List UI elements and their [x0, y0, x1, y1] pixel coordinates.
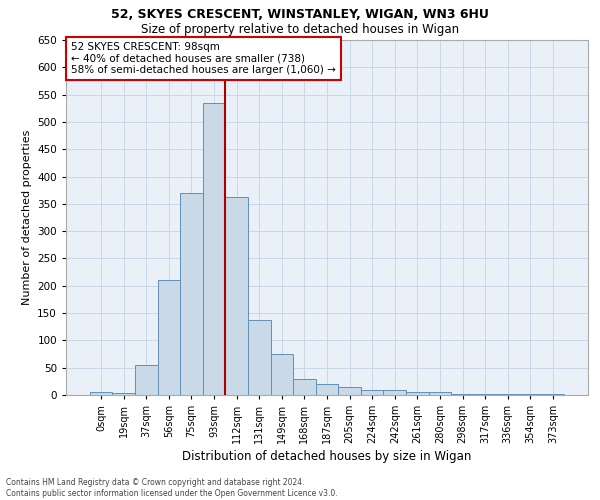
Bar: [180, 193, 203, 395]
Bar: [383, 390, 406, 395]
Bar: [271, 354, 293, 395]
Bar: [316, 384, 338, 395]
X-axis label: Distribution of detached houses by size in Wigan: Distribution of detached houses by size …: [182, 450, 472, 464]
Bar: [293, 378, 316, 395]
Bar: [496, 394, 519, 395]
Bar: [135, 365, 158, 395]
Text: Contains HM Land Registry data © Crown copyright and database right 2024.
Contai: Contains HM Land Registry data © Crown c…: [6, 478, 338, 498]
Bar: [406, 392, 428, 395]
Bar: [248, 320, 271, 395]
Bar: [158, 280, 180, 395]
Bar: [428, 392, 451, 395]
Bar: [542, 394, 564, 395]
Bar: [361, 390, 383, 395]
Text: 52 SKYES CRESCENT: 98sqm
← 40% of detached houses are smaller (738)
58% of semi-: 52 SKYES CRESCENT: 98sqm ← 40% of detach…: [71, 42, 336, 75]
Bar: [451, 394, 474, 395]
Bar: [226, 196, 248, 395]
Bar: [90, 392, 112, 395]
Text: Size of property relative to detached houses in Wigan: Size of property relative to detached ho…: [141, 22, 459, 36]
Text: 52, SKYES CRESCENT, WINSTANLEY, WIGAN, WN3 6HU: 52, SKYES CRESCENT, WINSTANLEY, WIGAN, W…: [111, 8, 489, 20]
Bar: [338, 388, 361, 395]
Bar: [112, 394, 135, 395]
Bar: [519, 394, 542, 395]
Bar: [474, 394, 496, 395]
Y-axis label: Number of detached properties: Number of detached properties: [22, 130, 32, 305]
Bar: [203, 103, 226, 395]
